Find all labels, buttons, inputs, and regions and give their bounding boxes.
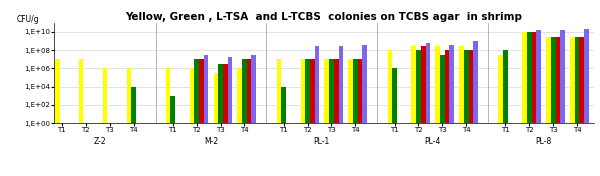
Bar	[127, 68, 131, 123]
Bar	[575, 37, 580, 123]
Text: Z-2: Z-2	[94, 137, 106, 146]
Bar	[190, 68, 194, 123]
Bar	[546, 37, 551, 123]
Bar	[251, 55, 256, 123]
Bar	[103, 68, 107, 123]
Bar	[527, 32, 532, 123]
Bar	[570, 37, 575, 123]
Bar	[469, 50, 473, 123]
Bar	[247, 59, 251, 123]
Bar	[362, 45, 367, 123]
Bar	[421, 46, 425, 123]
Bar	[204, 55, 208, 123]
Bar	[412, 46, 416, 123]
Bar	[338, 46, 343, 123]
Bar	[473, 41, 478, 123]
Bar	[464, 50, 469, 123]
Bar	[79, 59, 83, 123]
Bar	[449, 45, 454, 123]
Bar	[358, 59, 362, 123]
Bar	[55, 59, 59, 123]
Bar	[440, 55, 445, 123]
Bar	[305, 59, 310, 123]
Bar	[353, 59, 358, 123]
Bar	[532, 32, 536, 123]
Bar	[580, 37, 584, 123]
Bar	[214, 73, 218, 123]
Bar	[503, 50, 508, 123]
Text: PL-4: PL-4	[425, 137, 441, 146]
Bar	[238, 68, 242, 123]
Bar	[523, 32, 527, 123]
Bar	[277, 59, 281, 123]
Bar	[459, 46, 464, 123]
Bar	[227, 57, 232, 123]
Bar	[560, 30, 565, 123]
Bar	[131, 87, 136, 123]
Text: PL-8: PL-8	[536, 137, 552, 146]
Text: M-2: M-2	[204, 137, 218, 146]
Text: PL-1: PL-1	[314, 137, 330, 146]
Bar	[199, 59, 204, 123]
Bar	[325, 59, 329, 123]
Bar	[536, 30, 541, 123]
Bar	[334, 59, 338, 123]
Bar	[416, 50, 421, 123]
Bar	[499, 55, 503, 123]
Bar	[436, 46, 440, 123]
Bar	[556, 37, 560, 123]
Bar	[551, 37, 556, 123]
Bar	[314, 46, 319, 123]
Bar	[223, 64, 227, 123]
Bar	[388, 50, 392, 123]
Bar	[310, 59, 314, 123]
Bar	[281, 87, 286, 123]
Bar	[218, 64, 223, 123]
Bar	[242, 59, 247, 123]
Bar	[301, 59, 305, 123]
Bar	[170, 96, 175, 123]
Bar	[445, 50, 449, 123]
Bar	[329, 59, 334, 123]
Title: Yellow, Green , L-TSA  and L-TCBS  colonies on TCBS agar  in shrimp: Yellow, Green , L-TSA and L-TCBS colonie…	[125, 12, 523, 22]
Bar	[392, 68, 397, 123]
Bar	[425, 43, 430, 123]
Text: CFU/g: CFU/g	[16, 15, 39, 24]
Bar	[166, 68, 170, 123]
Bar	[584, 29, 589, 123]
Bar	[349, 59, 353, 123]
Bar	[194, 59, 199, 123]
